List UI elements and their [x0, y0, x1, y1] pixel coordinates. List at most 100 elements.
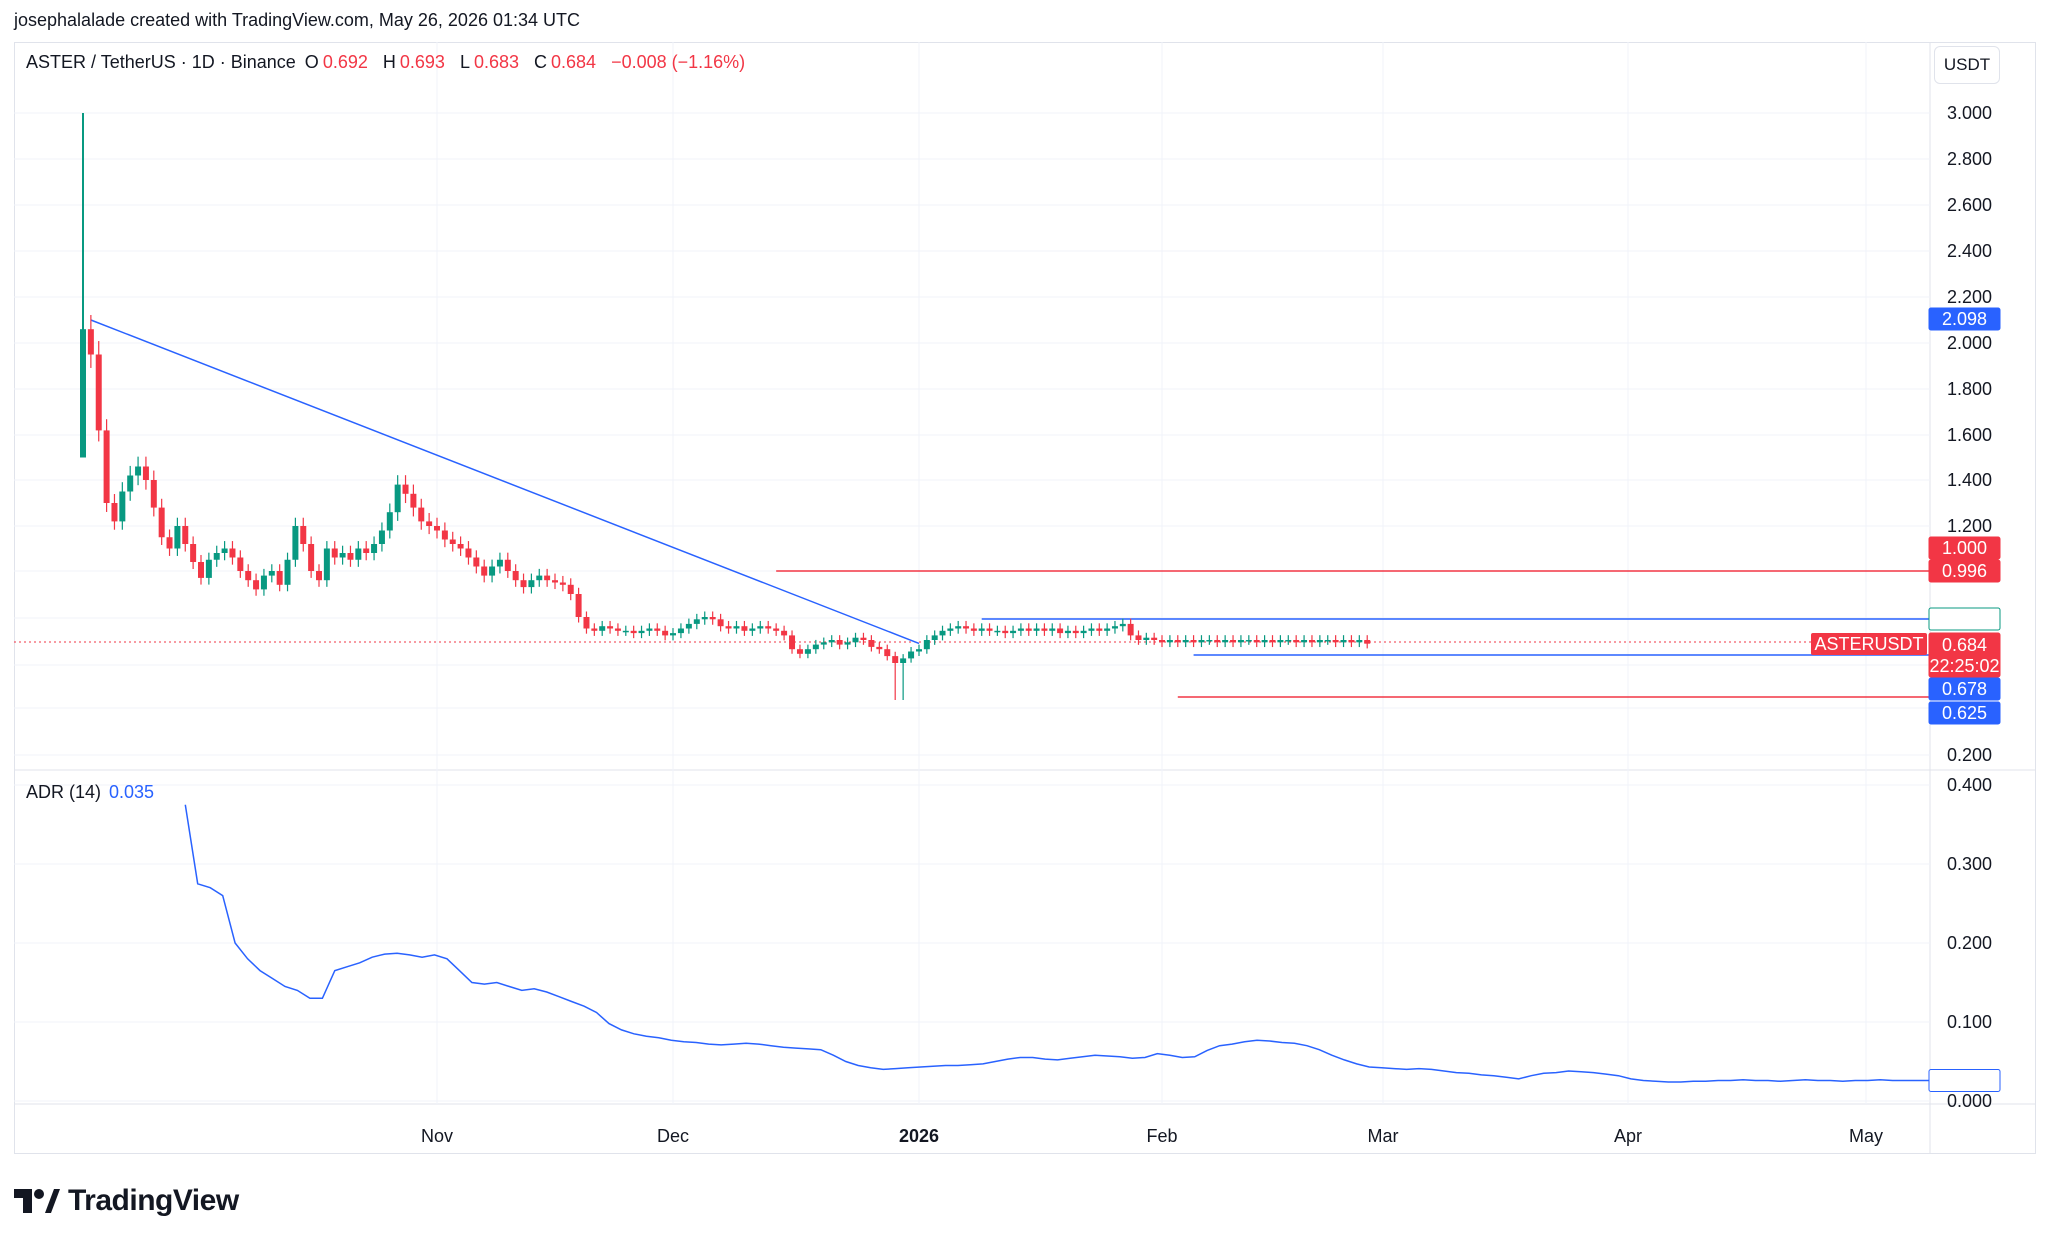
time-tick-label: May — [1849, 1126, 1883, 1146]
symbol-header[interactable]: ASTER / TetherUS · 1D · Binance O 0.692 H… — [26, 52, 755, 73]
candle-body — [1111, 626, 1118, 629]
candle-body — [229, 548, 236, 558]
candle-body — [789, 635, 796, 650]
candle-body — [994, 630, 1001, 633]
high-value: 0.693 — [399, 52, 445, 72]
candle-body — [900, 658, 907, 663]
candle-body — [654, 628, 661, 631]
candle-body — [947, 628, 954, 631]
candle-body — [111, 503, 118, 522]
price-tick-label: 1.400 — [1947, 470, 1992, 490]
candle-body — [828, 640, 835, 643]
candle-body — [95, 354, 102, 431]
adr-tick-label: 0.000 — [1947, 1091, 1992, 1111]
candle-body — [1293, 640, 1300, 643]
candle-body — [860, 637, 867, 640]
candle-body — [1198, 640, 1205, 643]
candle-body — [182, 526, 189, 544]
candle-body — [955, 626, 962, 629]
adr-line — [184, 804, 1930, 1083]
candle-body — [316, 571, 322, 581]
candle-body — [1182, 640, 1189, 643]
candle-body — [717, 619, 724, 627]
candle-body — [142, 466, 149, 480]
candle-body — [489, 566, 496, 576]
candle-body — [190, 544, 197, 562]
candle-body — [1127, 623, 1134, 636]
candle-body — [158, 507, 165, 538]
candle-body — [213, 553, 220, 560]
adr-value-badge — [1928, 1068, 2001, 1092]
candle-body — [292, 526, 299, 560]
trend-lines — [14, 319, 1930, 698]
tradingview-logo[interactable]: TradingView — [14, 1184, 239, 1218]
candle-body — [591, 628, 598, 631]
candle-body — [552, 580, 558, 583]
price-badge — [1928, 307, 2001, 331]
symbol-badge — [1811, 633, 1927, 655]
candle-body — [876, 646, 883, 650]
candle-body — [614, 628, 621, 631]
currency-unit-button[interactable]: USDT — [1934, 46, 2000, 84]
candle-body — [781, 630, 788, 636]
candle-body — [1033, 628, 1040, 631]
candle-body — [1190, 640, 1197, 643]
candle-body — [1072, 630, 1079, 634]
candle-body — [844, 642, 851, 645]
candle-body — [1285, 640, 1292, 642]
candle-body — [1025, 628, 1032, 631]
candle-body — [1057, 628, 1064, 634]
candle-body — [441, 530, 448, 540]
adr-title[interactable]: ADR (14) — [26, 782, 102, 802]
candle-body — [662, 630, 669, 636]
price-tick-label: 3.000 — [1947, 103, 1992, 123]
candle-body — [237, 557, 244, 571]
price-badge — [1928, 701, 2001, 725]
symbol-badge-text: ASTERUSDT — [1814, 634, 1923, 654]
price-tick-label: 2.800 — [1947, 149, 1992, 169]
candle-body — [1340, 640, 1347, 643]
candle-body — [355, 548, 362, 560]
candle-body — [127, 475, 134, 492]
candle-body — [410, 493, 417, 508]
candle-body — [426, 521, 433, 526]
chart-frame — [14, 42, 2036, 1154]
candle-body — [773, 628, 780, 631]
time-tick-label: Feb — [1146, 1126, 1177, 1146]
price-tick-label: 2.200 — [1947, 287, 1992, 307]
price-tick-label: 1.800 — [1947, 379, 1992, 399]
countdown-text: 22:25:02 — [1929, 656, 1999, 676]
tradingview-logo-text: TradingView — [68, 1184, 239, 1217]
price-badge — [1928, 677, 2001, 701]
candle-body — [939, 630, 946, 636]
price-badge — [1928, 607, 2001, 631]
close-value: 0.684 — [551, 52, 597, 72]
price-badge — [1928, 559, 2001, 583]
candle-body — [1174, 640, 1181, 643]
candle-body — [757, 626, 764, 629]
price-badge — [1928, 632, 2001, 678]
candle-body — [103, 430, 110, 503]
candle-body — [1166, 640, 1173, 643]
candle-body — [520, 580, 527, 588]
candle-body — [1151, 637, 1158, 640]
candle-body — [1301, 640, 1308, 643]
candle-body — [528, 580, 535, 588]
candle-body — [978, 628, 985, 631]
time-tick-label: Nov — [421, 1126, 453, 1146]
candle-body — [622, 630, 629, 633]
candle-body — [677, 628, 684, 634]
candle-body — [986, 628, 993, 631]
symbol-name[interactable]: ASTER / TetherUS · 1D · Binance — [26, 52, 296, 72]
open-label: O — [304, 52, 319, 72]
candle-body — [820, 642, 827, 645]
candlestick-series — [80, 113, 1371, 700]
candle-body — [836, 640, 843, 645]
candle-body — [544, 575, 551, 581]
adr-tick-label: 0.400 — [1947, 775, 1992, 795]
candle-body — [884, 649, 891, 657]
candle-body — [339, 553, 346, 558]
adr-header[interactable]: ADR (14) 0.035 — [26, 782, 154, 803]
price-badge-text: 0.996 — [1942, 561, 1987, 581]
